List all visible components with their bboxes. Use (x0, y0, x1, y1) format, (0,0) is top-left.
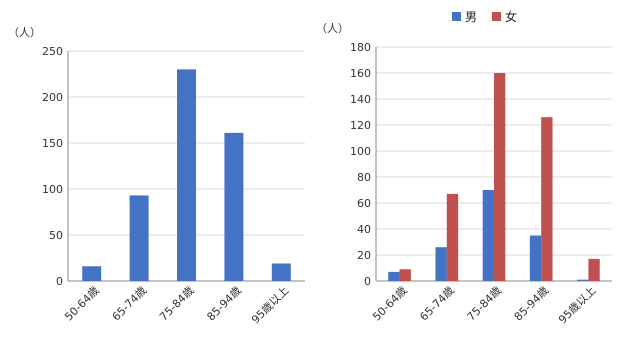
bar (129, 195, 149, 281)
bar-male (388, 271, 400, 281)
x-tick-label: 75-84歳 (157, 284, 197, 324)
x-tick-label: 95歳以上 (556, 284, 598, 326)
x-tick-label: 50-64歳 (370, 284, 410, 324)
x-tick-label: 65-74歳 (110, 284, 150, 324)
y-unit-label: （人） (8, 26, 41, 39)
y-tick-label: 150 (42, 137, 63, 150)
bar-female (399, 269, 411, 281)
y-tick-label: 120 (350, 119, 371, 132)
y-tick-label: 60 (357, 197, 371, 210)
y-tick-label: 0 (56, 275, 63, 288)
y-tick-label: 0 (364, 275, 371, 288)
y-tick-label: 140 (350, 93, 371, 106)
y-unit-label: （人） (316, 22, 349, 35)
total-by-age-chart: 0 50 100 150 200 250（人） 50-64歳 65-74歳 75-84歳 85-9… (8, 26, 305, 326)
bar-male (482, 190, 494, 281)
y-tick-label: 160 (350, 67, 371, 80)
by-gender-chart: 0 20 40 60 80 100 120 140 160 180（人） 50-64歳 65-74歳 7… (316, 9, 612, 326)
x-tick-label: 85-94歳 (204, 284, 244, 324)
y-tick-label: 250 (42, 45, 63, 58)
y-tick-label: 40 (357, 223, 371, 236)
bar-female (588, 258, 600, 281)
y-tick-label: 180 (350, 41, 371, 54)
x-tick-label: 65-74歳 (417, 284, 457, 324)
bar (271, 263, 291, 281)
x-tick-label: 95歳以上 (249, 284, 291, 326)
bar-female (494, 73, 506, 281)
y-tick-label: 100 (350, 145, 371, 158)
bar-female (446, 193, 459, 281)
x-tick-label: 50-64歳 (62, 284, 102, 324)
y-tick-label: 50 (49, 229, 63, 242)
y-tick-label: 100 (42, 183, 63, 196)
bar (177, 69, 196, 282)
y-tick-label: 20 (357, 249, 371, 262)
bar (82, 266, 102, 281)
legend-swatch-male (452, 12, 461, 21)
x-tick-label: 85-94歳 (512, 284, 552, 324)
y-tick-label: 200 (42, 91, 63, 104)
legend-label-female: 女 (505, 9, 517, 24)
y-tick-label: 80 (357, 171, 371, 184)
legend-swatch-female (492, 12, 501, 21)
bar (224, 132, 244, 281)
legend-label-male: 男 (465, 10, 477, 24)
bar-male (577, 279, 589, 281)
x-tick-label: 75-84歳 (465, 284, 505, 324)
bar-female (541, 117, 553, 281)
bar-male (435, 247, 447, 281)
bar-male (529, 235, 542, 281)
